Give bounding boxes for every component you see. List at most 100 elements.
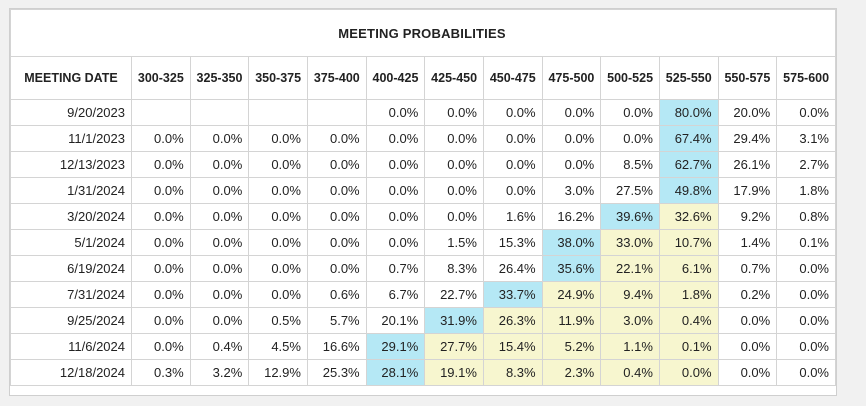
- meeting-date-cell: 9/25/2024: [10, 307, 132, 334]
- probability-cell: 0.0%: [248, 281, 308, 308]
- meeting-date-cell: 5/1/2024: [10, 229, 132, 256]
- probability-cell: 1.1%: [600, 333, 660, 360]
- probability-cell: 8.5%: [600, 151, 660, 178]
- probability-cell: 0.0%: [717, 359, 778, 386]
- probability-cell: 0.0%: [189, 151, 250, 178]
- probability-cell: 10.7%: [658, 229, 719, 256]
- probability-cell: 0.0%: [482, 151, 543, 178]
- probability-cell: 25.3%: [306, 359, 367, 386]
- table-row: 6/19/2024 0.0% 0.0% 0.0% 0.0% 0.7% 8.3% 26.4% 35…: [10, 255, 836, 282]
- probability-cell: 0.0%: [365, 125, 426, 152]
- probability-cell: 0.6%: [306, 281, 367, 308]
- probability-cell: 9.2%: [717, 203, 778, 230]
- probability-cell: 0.0%: [131, 307, 191, 334]
- probability-cell: 32.6%: [658, 203, 719, 230]
- probability-cell: 0.0%: [306, 229, 367, 256]
- probability-cell: 0.0%: [482, 177, 543, 204]
- probability-cell: 0.4%: [658, 307, 719, 334]
- probability-cell: 0.0%: [131, 203, 191, 230]
- probability-cell: 0.0%: [365, 229, 426, 256]
- probability-cell: 20.0%: [717, 99, 778, 126]
- probability-cell: 4.5%: [248, 333, 308, 360]
- table-row: 1/31/2024 0.0% 0.0% 0.0% 0.0% 0.0% 0.0% 0.0% 3.0…: [10, 177, 836, 204]
- meeting-date-cell: 6/19/2024: [10, 255, 132, 282]
- probability-cell: 0.0%: [306, 151, 367, 178]
- table-body: 9/20/2023 0.0% 0.0% 0.0% 0.0% 0.0% 80.0% 20.0% 0…: [10, 99, 836, 386]
- probability-cell: 0.0%: [248, 203, 308, 230]
- probability-cell: 19.1%: [424, 359, 484, 386]
- probability-cell: 0.0%: [365, 151, 426, 178]
- probability-cell: 0.0%: [600, 99, 660, 126]
- probability-cell: 27.7%: [424, 333, 484, 360]
- probability-cell: 1.4%: [717, 229, 778, 256]
- probability-cell: [189, 99, 250, 126]
- table-title: MEETING PROBABILITIES: [10, 9, 836, 57]
- probability-cell: 2.3%: [541, 359, 602, 386]
- probability-cell: 0.0%: [189, 177, 250, 204]
- probability-cell: 0.0%: [424, 177, 484, 204]
- probability-cell: 0.0%: [776, 359, 836, 386]
- probability-cell: 28.1%: [365, 359, 426, 386]
- probability-cell: 0.0%: [776, 333, 836, 360]
- column-header-rate-range: 525-550: [658, 56, 719, 100]
- probability-cell: 80.0%: [658, 99, 719, 126]
- probability-cell: 0.0%: [424, 99, 484, 126]
- probability-cell: 5.7%: [306, 307, 367, 334]
- probability-cell: 0.0%: [424, 125, 484, 152]
- probability-cell: 33.7%: [482, 281, 543, 308]
- probability-cell: 0.2%: [717, 281, 778, 308]
- probability-cell: 16.2%: [541, 203, 602, 230]
- probability-cell: 0.0%: [131, 125, 191, 152]
- probability-cell: 38.0%: [541, 229, 602, 256]
- column-header-rate-range: 475-500: [541, 56, 602, 100]
- probability-cell: 39.6%: [600, 203, 660, 230]
- probability-cell: 0.0%: [482, 99, 543, 126]
- probability-cell: 0.0%: [365, 99, 426, 126]
- meeting-probabilities-panel: MEETING PROBABILITIES MEETING DATE 300-32…: [9, 8, 837, 396]
- probability-cell: 3.1%: [776, 125, 836, 152]
- table-row: 7/31/2024 0.0% 0.0% 0.0% 0.6% 6.7% 22.7% 33.7% 2…: [10, 281, 836, 308]
- probability-cell: 0.0%: [776, 99, 836, 126]
- probability-cell: 12.9%: [248, 359, 308, 386]
- probability-cell: 0.0%: [131, 229, 191, 256]
- probability-cell: 5.2%: [541, 333, 602, 360]
- probability-cell: 0.0%: [189, 229, 250, 256]
- table-row: 9/25/2024 0.0% 0.0% 0.5% 5.7% 20.1% 31.9% 26.3%…: [10, 307, 836, 334]
- probability-cell: [248, 99, 308, 126]
- column-header-rate-range: 575-600: [776, 56, 836, 100]
- probability-cell: 0.0%: [776, 255, 836, 282]
- probability-cell: 1.6%: [482, 203, 543, 230]
- table-row: 12/13/2023 0.0% 0.0% 0.0% 0.0% 0.0% 0.0% 0.0% 0.…: [10, 151, 836, 178]
- table-row: 11/1/2023 0.0% 0.0% 0.0% 0.0% 0.0% 0.0% 0.0% 0.0…: [10, 125, 836, 152]
- probability-cell: 0.0%: [424, 151, 484, 178]
- probability-cell: 0.7%: [717, 255, 778, 282]
- probability-cell: 24.9%: [541, 281, 602, 308]
- probability-cell: 26.3%: [482, 307, 543, 334]
- probability-cell: 1.8%: [776, 177, 836, 204]
- probability-cell: 0.7%: [365, 255, 426, 282]
- probability-cell: 0.1%: [658, 333, 719, 360]
- probability-cell: 6.7%: [365, 281, 426, 308]
- probability-cell: 8.3%: [482, 359, 543, 386]
- column-header-rate-range: 300-325: [131, 56, 191, 100]
- probability-cell: 20.1%: [365, 307, 426, 334]
- probability-cell: 1.5%: [424, 229, 484, 256]
- probability-cell: 0.0%: [248, 125, 308, 152]
- probability-cell: 0.0%: [776, 281, 836, 308]
- meeting-date-cell: 12/18/2024: [10, 359, 132, 386]
- probability-cell: 2.7%: [776, 151, 836, 178]
- table-row: 11/6/2024 0.0% 0.4% 4.5% 16.6% 29.1% 27.7% 15.4…: [10, 333, 836, 360]
- probability-cell: 0.0%: [189, 281, 250, 308]
- probability-cell: 0.0%: [600, 125, 660, 152]
- table-row: 5/1/2024 0.0% 0.0% 0.0% 0.0% 0.0% 1.5% 15.3% 38.…: [10, 229, 836, 256]
- column-header-rate-range: 425-450: [424, 56, 484, 100]
- meeting-date-cell: 9/20/2023: [10, 99, 132, 126]
- probability-cell: 33.0%: [600, 229, 660, 256]
- probability-cell: 62.7%: [658, 151, 719, 178]
- column-header-rate-range: 350-375: [248, 56, 308, 100]
- meeting-date-cell: 12/13/2023: [10, 151, 132, 178]
- probability-cell: 49.8%: [658, 177, 719, 204]
- probability-cell: 0.4%: [189, 333, 250, 360]
- column-header-rate-range: 450-475: [482, 56, 543, 100]
- probability-cell: 0.3%: [131, 359, 191, 386]
